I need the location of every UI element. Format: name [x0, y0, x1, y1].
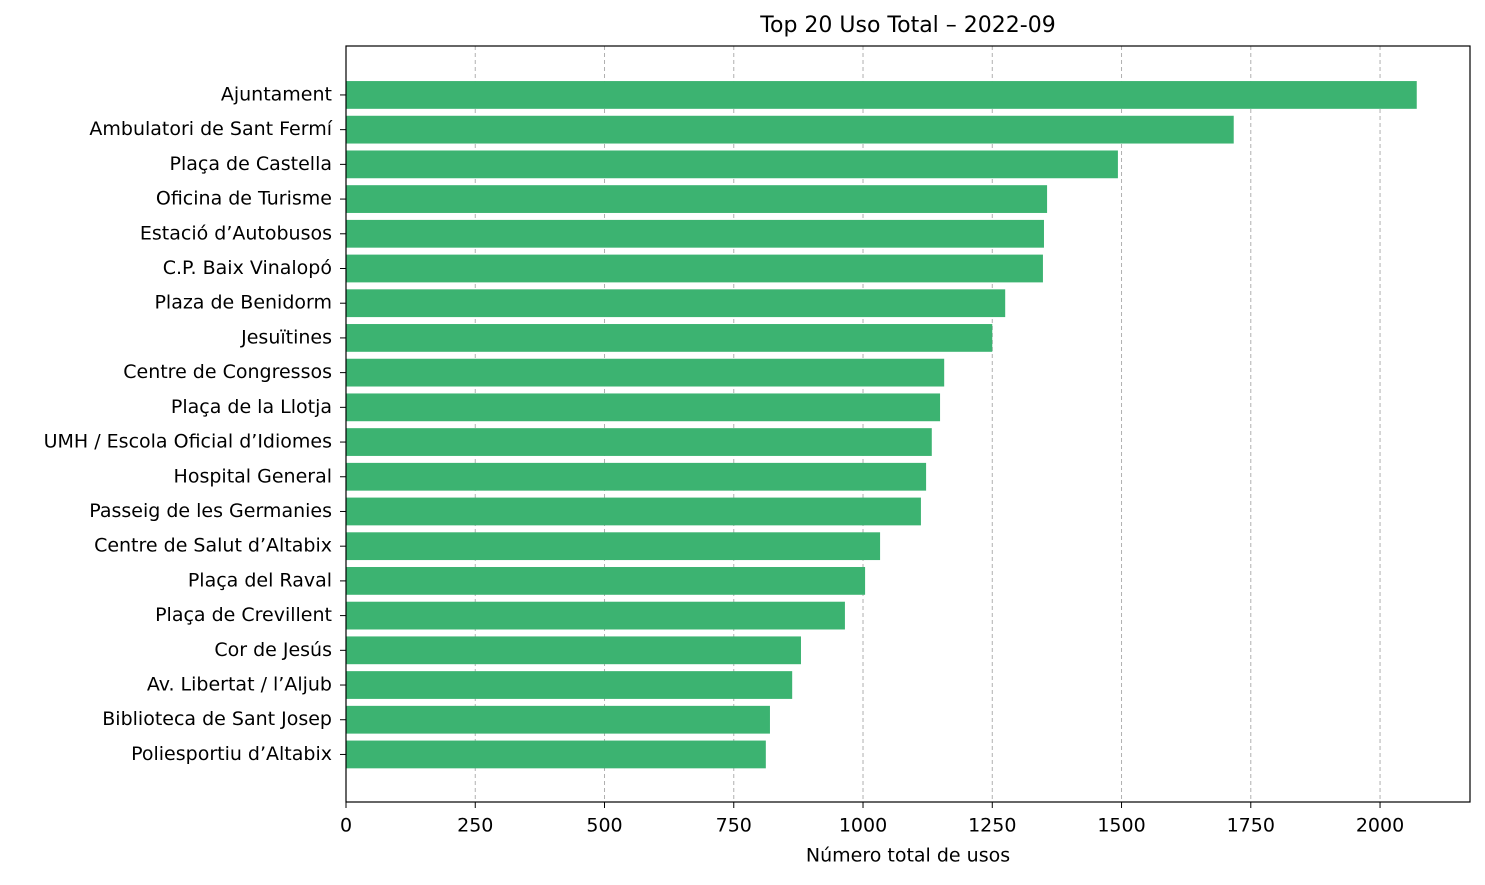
y-tick-label: Poliesportiu d’Altabix — [131, 743, 332, 765]
x-tick-label: 1250 — [968, 815, 1016, 837]
y-tick-label: Centre de Congressos — [123, 361, 332, 383]
x-tick-label: 1500 — [1097, 815, 1145, 837]
x-tick-label: 750 — [716, 815, 752, 837]
bar — [346, 671, 793, 699]
y-tick-label: Plaça de la Llotja — [171, 396, 332, 418]
bar — [346, 705, 770, 734]
x-axis-label: Número total de usos — [806, 845, 1010, 867]
x-tick-label: 2000 — [1356, 815, 1404, 837]
x-tick-label: 500 — [586, 815, 622, 837]
y-tick-label: Plaça del Raval — [188, 569, 332, 591]
y-tick-label: Hospital General — [174, 465, 332, 487]
x-tick-label: 0 — [340, 815, 352, 837]
bar — [346, 462, 927, 491]
y-tick-label: Oficina de Turisme — [156, 188, 332, 210]
bar — [346, 740, 766, 769]
y-tick-label: Plaza de Benidorm — [154, 292, 332, 314]
y-tick-label: Passeig de les Germanies — [89, 500, 332, 522]
x-tick-label: 1750 — [1227, 815, 1275, 837]
y-tick-label: Estació d’Autobusos — [140, 222, 332, 244]
bar — [346, 115, 1234, 144]
bar — [346, 324, 993, 352]
plot-frame — [345, 45, 1471, 803]
y-tick-label: Jesuïtines — [240, 326, 332, 348]
y-tick-label: UMH / Escola Oficial d’Idiomes — [44, 431, 332, 453]
bar — [346, 254, 1043, 283]
y-tick-label: Centre de Salut d’Altabix — [94, 535, 332, 557]
bar — [346, 185, 1048, 213]
bar — [346, 636, 801, 665]
x-tick-label: 1000 — [839, 815, 887, 837]
y-tick-label: Ambulatori de Sant Fermí — [89, 118, 332, 140]
bar — [346, 532, 881, 561]
chart-title: Top 20 Uso Total – 2022-09 — [759, 13, 1055, 38]
y-tick-label: Ajuntament — [221, 83, 332, 105]
y-tick-label: Av. Libertat / l’Aljub — [147, 674, 332, 696]
bar — [346, 219, 1044, 248]
bar — [346, 289, 1006, 318]
bar — [346, 601, 845, 630]
bar — [346, 497, 921, 526]
x-tick-label: 250 — [457, 815, 493, 837]
bar — [346, 150, 1118, 179]
bar — [346, 428, 932, 456]
bar — [346, 393, 941, 422]
y-tick-label: Plaça de Castella — [170, 153, 332, 175]
bar — [346, 81, 1417, 109]
y-tick-label: Plaça de Crevillent — [155, 604, 332, 626]
y-tick-label: Cor de Jesús — [214, 639, 332, 661]
y-tick-label: C.P. Baix Vinalopó — [163, 257, 332, 279]
y-tick-label: Biblioteca de Sant Josep — [102, 708, 332, 730]
bar — [346, 567, 866, 595]
bar — [346, 358, 945, 387]
